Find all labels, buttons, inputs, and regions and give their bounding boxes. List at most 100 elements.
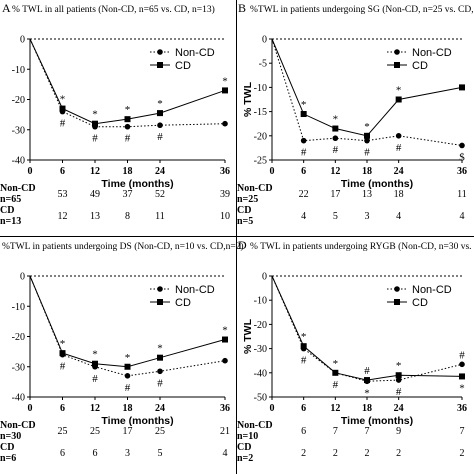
significance-mark: #	[125, 133, 131, 145]
table-cell: 4	[396, 211, 401, 222]
significance-mark: #	[125, 382, 131, 394]
y-tick-label: -30	[12, 125, 25, 136]
significance-mark: *	[222, 325, 228, 337]
table-cell: 5	[158, 448, 163, 459]
table-cell: 4	[301, 211, 306, 222]
significance-mark: *	[333, 358, 339, 370]
legend-label: Non-CD	[175, 284, 215, 296]
y-tick-label: -20	[254, 131, 267, 142]
significance-mark: #	[157, 377, 163, 389]
x-axis-label: Time (months)	[341, 415, 413, 427]
table-row-label: CD	[237, 205, 251, 216]
x-tick-label: 36	[220, 166, 230, 177]
significance-mark: *	[125, 352, 131, 364]
legend-marker	[394, 49, 400, 55]
table-cell: 2	[460, 448, 465, 459]
significance-mark: #	[60, 361, 66, 373]
table-cell: 3	[365, 211, 370, 222]
significance-mark: *	[125, 104, 131, 116]
significance-mark: #	[60, 118, 66, 130]
x-tick-label: 24	[155, 403, 165, 414]
significance-mark: #	[333, 379, 339, 391]
x-tick-label: 12	[330, 403, 340, 414]
non-cd-data-point	[124, 123, 131, 130]
table-cell: 18	[394, 189, 404, 200]
cd-data-point	[124, 116, 131, 123]
y-tick-label: -15	[254, 107, 267, 118]
x-tick-label: 12	[90, 166, 100, 177]
table-cell: 7	[365, 426, 370, 437]
non-cd-data-point	[222, 120, 228, 127]
vertical-divider	[236, 0, 237, 474]
non-cd-series-line	[271, 38, 463, 146]
table-cell: 9	[396, 426, 401, 437]
cd-data-point	[92, 120, 98, 127]
significance-mark: *	[157, 98, 163, 110]
y-tick-label: 0	[20, 272, 25, 283]
cd-data-point	[332, 125, 339, 132]
x-tick-label: 6	[301, 403, 306, 414]
x-tick-label: 0	[270, 403, 275, 414]
significance-mark: *	[364, 387, 370, 399]
table-cell: 52	[155, 189, 165, 200]
x-tick-label: 36	[457, 403, 467, 414]
table-row-label: n=5	[237, 216, 253, 227]
cd-data-point	[364, 377, 370, 384]
significance-mark: *	[222, 75, 228, 87]
y-tick-label: -40	[12, 156, 25, 167]
y-tick-label: -10	[254, 83, 267, 94]
table-row-label: n=30	[0, 431, 21, 442]
table-cell: 13	[362, 189, 372, 200]
table-cell: 12	[58, 211, 68, 222]
cd-data-point	[59, 350, 66, 357]
table-cell: 2	[365, 448, 370, 459]
table-cell: 22	[299, 189, 309, 200]
x-tick-label: 18	[362, 403, 372, 414]
table-cell: 7	[460, 426, 465, 437]
y-tick-label: -10	[12, 65, 25, 76]
cd-data-point	[364, 132, 370, 139]
table-row-label: CD	[0, 442, 14, 453]
table-row-label: Non-CD	[237, 183, 273, 194]
table-row-label: Non-CD	[237, 420, 273, 431]
table-row-label: n=65	[0, 194, 21, 205]
significance-mark: #	[364, 365, 370, 377]
significance-mark: *	[157, 343, 163, 355]
x-tick-label: 24	[155, 166, 165, 177]
significance-mark: #	[396, 142, 402, 154]
table-cell: 5	[333, 211, 338, 222]
x-tick-label: 18	[123, 166, 133, 177]
non-cd-data-point	[364, 137, 370, 144]
significance-mark: *	[301, 331, 307, 343]
non-cd-data-point	[459, 142, 465, 149]
panel-letter: A	[2, 1, 11, 15]
legend-marker	[157, 286, 163, 292]
table-cell: 25	[58, 426, 68, 437]
cd-data-point	[459, 84, 465, 91]
panel-title: %TWL in patients undergoing DS (Non-CD, …	[2, 241, 244, 252]
legend-label: CD	[175, 297, 191, 309]
table-row-label: Non-CD	[0, 420, 36, 431]
y-tick-label: -20	[12, 332, 25, 343]
significance-mark: #	[364, 147, 370, 159]
y-tick-label: -10	[12, 302, 25, 313]
table-cell: 25	[90, 426, 100, 437]
significance-mark: *	[92, 109, 98, 121]
table-row-label: CD	[237, 442, 251, 453]
cd-data-point	[332, 369, 339, 376]
y-tick-label: -40	[254, 368, 267, 379]
legend-label: Non-CD	[412, 47, 452, 59]
significance-mark: #	[301, 355, 307, 367]
significance-mark: #	[459, 349, 465, 361]
legend-marker	[157, 49, 163, 55]
x-tick-label: 12	[90, 403, 100, 414]
legend-label: CD	[412, 297, 428, 309]
table-row-label: n=2	[237, 453, 253, 464]
legend-marker	[394, 286, 400, 292]
table-cell: 25	[155, 426, 165, 437]
significance-mark: #	[92, 133, 98, 145]
y-tick-label: -25	[254, 156, 267, 167]
non-cd-data-point	[157, 122, 163, 129]
table-cell: 2	[301, 448, 306, 459]
